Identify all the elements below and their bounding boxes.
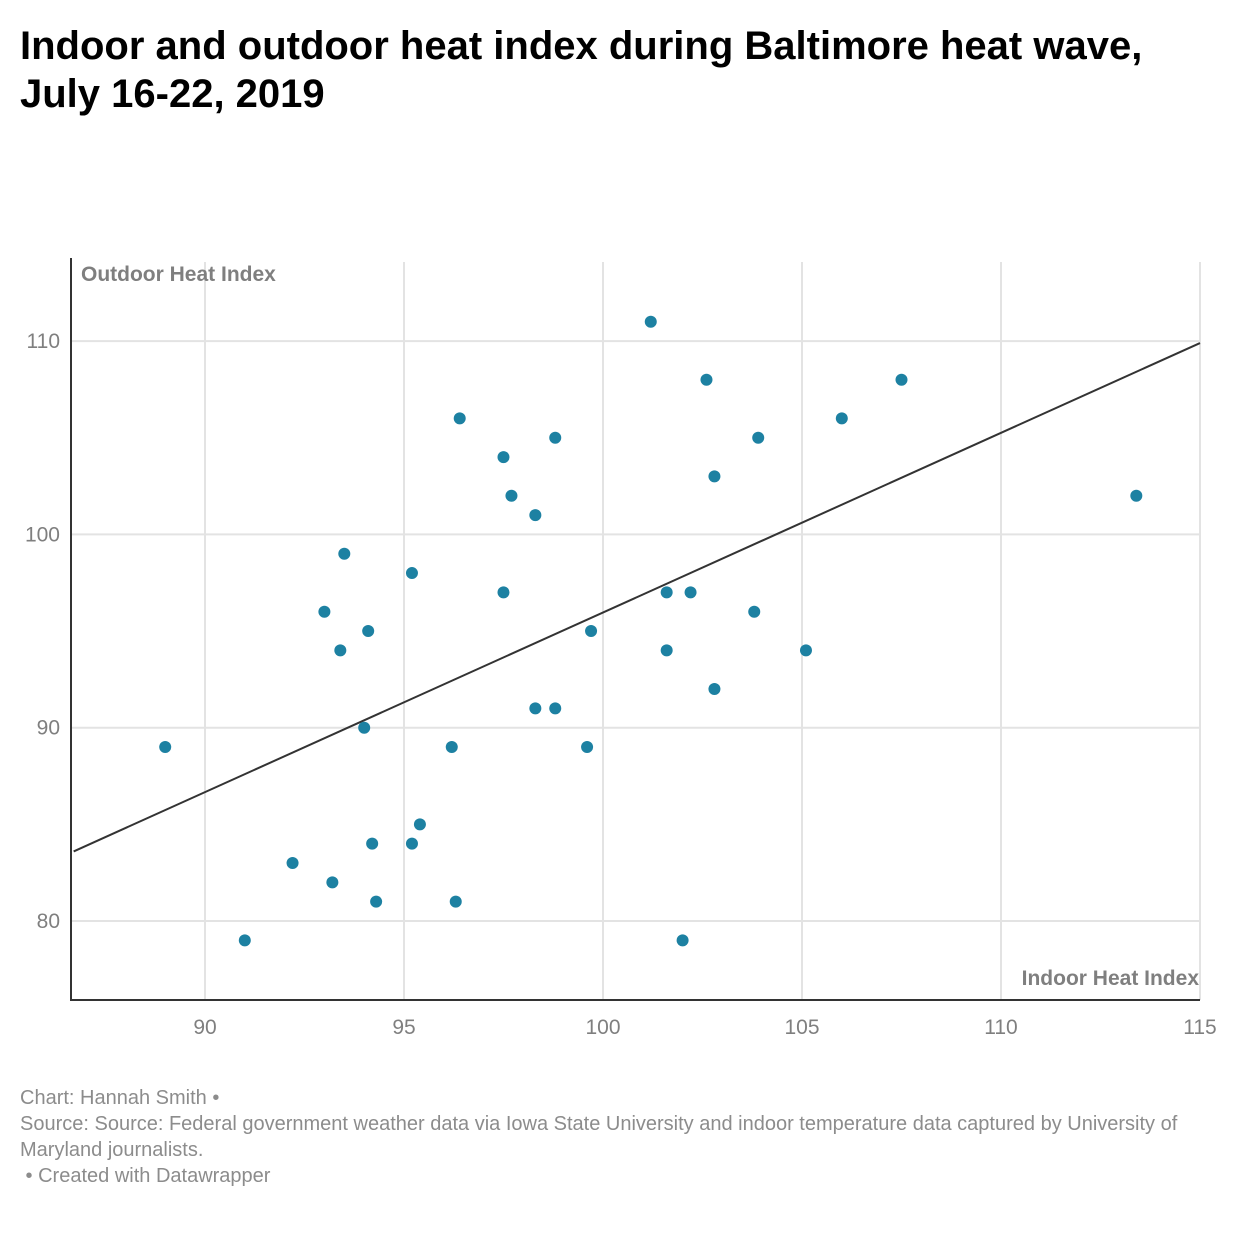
data-point[interactable] <box>445 741 458 754</box>
data-point[interactable] <box>326 876 339 889</box>
chart-source: Source: Source: Federal government weath… <box>20 1113 1178 1161</box>
chart-credit: Chart: Hannah Smith • <box>20 1087 220 1109</box>
data-point[interactable] <box>238 934 251 947</box>
axes <box>70 258 1200 1001</box>
data-point[interactable] <box>159 741 172 754</box>
data-point[interactable] <box>529 702 542 715</box>
data-point[interactable] <box>453 412 466 425</box>
tick-labels: 90 95 100 105 110 115 80 90 100 110 <box>25 330 1217 1039</box>
data-point[interactable] <box>318 605 331 618</box>
y-axis-title: Outdoor Heat Index <box>81 263 276 286</box>
data-point[interactable] <box>660 644 673 657</box>
data-point[interactable] <box>708 470 721 483</box>
chart-title: Indoor and outdoor heat index during Bal… <box>20 24 1143 116</box>
x-tick-label: 115 <box>1183 1016 1216 1039</box>
data-point[interactable] <box>505 489 518 502</box>
data-point[interactable] <box>549 702 562 715</box>
gridlines <box>72 262 1201 1000</box>
data-point[interactable] <box>660 586 673 599</box>
data-point[interactable] <box>748 605 761 618</box>
data-point[interactable] <box>1130 489 1143 502</box>
x-tick-label: 105 <box>784 1016 819 1039</box>
data-point[interactable] <box>413 818 426 831</box>
data-point[interactable] <box>835 412 848 425</box>
data-point[interactable] <box>366 837 379 850</box>
y-tick-label: 90 <box>37 717 60 740</box>
x-tick-label: 110 <box>984 1016 1017 1039</box>
data-point[interactable] <box>581 741 594 754</box>
y-tick-label: 110 <box>27 330 60 353</box>
data-point[interactable] <box>362 625 375 638</box>
data-point[interactable] <box>684 586 697 599</box>
y-tick-label: 100 <box>25 523 60 546</box>
data-point[interactable] <box>497 451 510 464</box>
x-tick-label: 100 <box>585 1016 620 1039</box>
data-point[interactable] <box>752 431 765 444</box>
data-point[interactable] <box>644 315 657 328</box>
data-point[interactable] <box>358 721 371 734</box>
data-point[interactable] <box>338 547 351 560</box>
data-point[interactable] <box>449 895 462 908</box>
x-tick-label: 95 <box>392 1016 415 1039</box>
created-with: • Created with Datawrapper <box>20 1165 271 1187</box>
data-point[interactable] <box>700 373 713 386</box>
x-axis-title: Indoor Heat Index <box>1022 967 1200 990</box>
data-point[interactable] <box>405 567 418 580</box>
data-point[interactable] <box>676 934 689 947</box>
data-point[interactable] <box>370 895 383 908</box>
data-point[interactable] <box>334 644 347 657</box>
data-point[interactable] <box>799 644 812 657</box>
data-point[interactable] <box>895 373 908 386</box>
data-point[interactable] <box>585 625 598 638</box>
data-point[interactable] <box>708 683 721 696</box>
data-point[interactable] <box>497 586 510 599</box>
y-tick-label: 80 <box>37 910 60 933</box>
data-point[interactable] <box>529 509 542 522</box>
data-points <box>159 315 1143 947</box>
data-point[interactable] <box>405 837 418 850</box>
data-point[interactable] <box>286 857 299 870</box>
chart-footer: Chart: Hannah Smith • Source: Source: Fe… <box>20 1085 1210 1189</box>
data-point[interactable] <box>549 431 562 444</box>
trend-line <box>73 342 1201 853</box>
x-tick-label: 90 <box>193 1016 216 1039</box>
